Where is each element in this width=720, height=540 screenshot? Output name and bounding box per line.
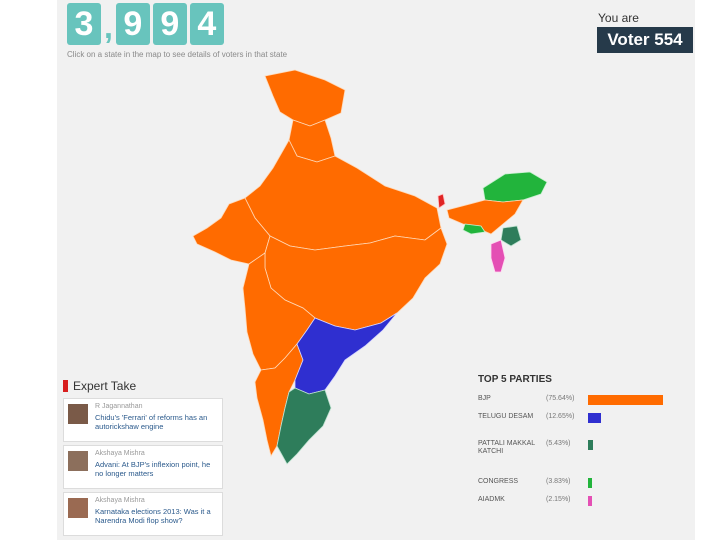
- party-name: PATTALI MAKKAL KATCHI: [478, 440, 535, 455]
- state-north-block[interactable]: [244, 139, 442, 251]
- counter-separator: ,: [104, 9, 113, 45]
- article-link[interactable]: Advani: At BJP's inflexion point, he no …: [95, 460, 211, 478]
- party-percent: (75.64%): [546, 395, 575, 402]
- author-avatar: [68, 404, 88, 424]
- voter-badge: Voter 554: [597, 27, 693, 53]
- expert-card[interactable]: Akshaya Mishra Karnataka elections 2013:…: [63, 492, 223, 536]
- article-link[interactable]: Karnataka elections 2013: Was it a Naren…: [95, 507, 211, 525]
- party-name: AIADMK: [478, 496, 505, 503]
- party-bar: [588, 496, 592, 506]
- author-name: Akshaya Mishra: [95, 497, 145, 504]
- state-mizoram[interactable]: [490, 239, 506, 273]
- article-link[interactable]: Chidu's 'Ferrari' of reforms has an auto…: [95, 413, 208, 431]
- you-are-label: You are: [598, 11, 639, 25]
- party-row: TELUGU DESAM (12.65%): [478, 413, 678, 427]
- expert-card[interactable]: R Jagannathan Chidu's 'Ferrari' of refor…: [63, 398, 223, 442]
- expert-card[interactable]: Akshaya Mishra Advani: At BJP's inflexio…: [63, 445, 223, 489]
- state-tamil-nadu[interactable]: [276, 387, 332, 465]
- heading-marker: [63, 380, 68, 392]
- party-row: PATTALI MAKKAL KATCHI (5.43%): [478, 440, 678, 455]
- party-percent: (12.65%): [546, 413, 575, 420]
- state-assam[interactable]: [446, 199, 524, 235]
- top-parties-title: TOP 5 PARTIES: [478, 374, 552, 385]
- party-row: BJP (75.64%): [478, 395, 678, 409]
- party-percent: (3.83%): [546, 478, 571, 485]
- party-name: CONGRESS: [478, 478, 519, 485]
- voter-counter: 3 , 9 9 4: [67, 3, 227, 45]
- expert-take-heading: Expert Take: [63, 379, 136, 393]
- counter-digit: 3: [67, 3, 101, 45]
- counter-digit: 4: [189, 3, 224, 45]
- expert-take-title: Expert Take: [73, 379, 137, 393]
- state-arunachal-pradesh[interactable]: [482, 171, 548, 203]
- party-bar: [588, 478, 592, 488]
- party-percent: (5.43%): [546, 440, 571, 447]
- party-bar: [588, 395, 663, 405]
- party-name: TELUGU DESAM: [478, 413, 534, 420]
- counter-digit: 9: [115, 3, 150, 45]
- state-meghalaya[interactable]: [462, 223, 486, 235]
- party-name: BJP: [478, 395, 491, 402]
- author-avatar: [68, 498, 88, 518]
- map-hint: Click on a state in the map to see detai…: [67, 50, 288, 59]
- state-jammu-kashmir[interactable]: [264, 69, 346, 127]
- party-row: CONGRESS (3.83%): [478, 478, 678, 492]
- party-percent: (2.15%): [546, 496, 571, 503]
- party-row: AIADMK (2.15%): [478, 496, 678, 510]
- state-sikkim[interactable]: [437, 193, 446, 209]
- party-bar: [588, 440, 594, 450]
- author-name: Akshaya Mishra: [95, 450, 145, 457]
- state-manipur[interactable]: [500, 225, 522, 247]
- india-map: [192, 69, 548, 465]
- counter-digit: 9: [152, 3, 187, 45]
- state-andhra-pradesh[interactable]: [294, 312, 398, 395]
- author-name: R Jagannathan: [95, 403, 143, 410]
- party-bar: [588, 413, 601, 423]
- author-avatar: [68, 451, 88, 471]
